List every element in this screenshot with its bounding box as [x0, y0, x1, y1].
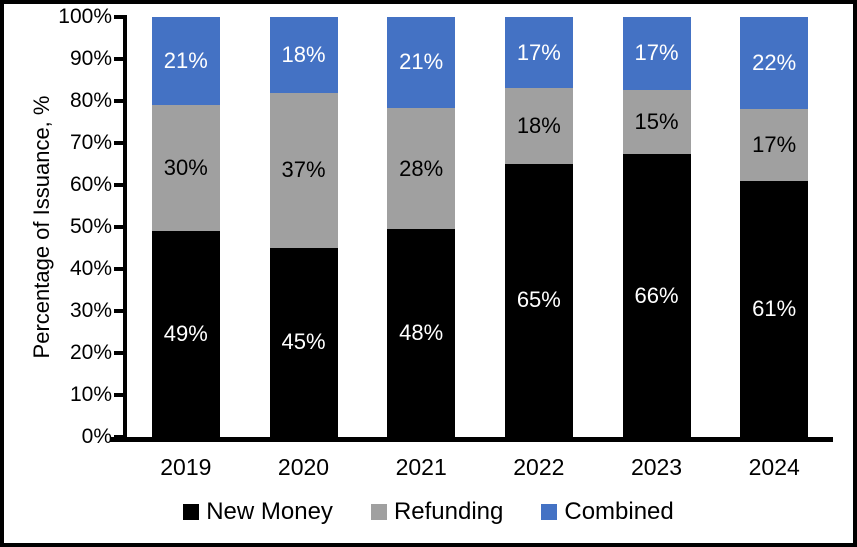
segment-combined: 18%: [269, 17, 338, 93]
y-tick-label: 50%: [69, 215, 112, 238]
segment-new-money: 66%: [622, 154, 691, 437]
segment-combined: 22%: [740, 17, 809, 110]
bar-slot: 21% 30% 49%: [127, 17, 245, 437]
legend-item-new-money: New Money: [183, 498, 333, 526]
bar-2021: 21% 28% 48%: [387, 17, 456, 437]
legend-swatch-new-money: [183, 504, 200, 520]
legend-label: New Money: [206, 498, 333, 525]
x-axis-label: 2021: [395, 454, 447, 480]
y-tick-mark: [114, 309, 127, 313]
y-tick-mark: [114, 183, 127, 187]
bar-slot: 21% 28% 48%: [362, 17, 480, 437]
x-axis-label: 2022: [513, 454, 565, 480]
y-tick-label: 70%: [69, 131, 112, 154]
segment-refunding: 30%: [151, 105, 220, 232]
segment-refunding: 28%: [387, 107, 456, 230]
segment-refunding: 37%: [269, 92, 338, 248]
segment-new-money: 61%: [740, 180, 809, 437]
bar-2022: 17% 18% 65%: [504, 17, 573, 437]
legend-swatch-combined: [541, 504, 558, 520]
bar-slot: 22% 17% 61%: [715, 17, 833, 437]
legend-label: Combined: [564, 498, 674, 525]
bar-2019: 21% 30% 49%: [151, 17, 220, 437]
segment-new-money: 48%: [387, 229, 456, 437]
legend-swatch-refunding: [370, 504, 387, 520]
y-axis-line: [123, 17, 127, 441]
segment-refunding: 17%: [740, 109, 809, 181]
segment-new-money: 49%: [151, 231, 220, 437]
y-axis-labels: 0% 10% 20% 30% 40% 50% 60% 70% 80% 90% 100%: [4, 6, 112, 448]
legend-label: Refunding: [393, 498, 504, 525]
bar-2023: 17% 15% 66%: [622, 17, 691, 437]
y-tick-label: 60%: [69, 173, 112, 196]
y-tick-label: 0%: [81, 425, 112, 448]
plot-area: 21% 30% 49% 18% 37% 45% 21% 28% 48% 17% 18% 65% 17% 1…: [110, 15, 833, 442]
segment-refunding: 18%: [504, 88, 573, 164]
y-tick-mark: [114, 267, 127, 271]
y-tick-mark: [114, 99, 127, 103]
y-tick-mark: [114, 141, 127, 145]
x-axis-label: 2019: [160, 454, 212, 480]
y-tick-label: 80%: [69, 89, 112, 112]
y-tick-mark: [114, 15, 127, 19]
x-axis-line: [110, 437, 833, 442]
legend-item-refunding: Refunding: [370, 498, 504, 526]
y-tick-label: 100%: [58, 5, 112, 28]
y-tick-label: 90%: [69, 47, 112, 70]
legend: New Money Refunding Combined: [4, 496, 853, 528]
y-tick-label: 30%: [69, 299, 112, 322]
y-tick-mark: [114, 351, 127, 355]
y-tick-label: 20%: [69, 341, 112, 364]
bar-slot: 17% 15% 66%: [598, 17, 716, 437]
legend-item-combined: Combined: [541, 498, 674, 526]
segment-refunding: 15%: [622, 89, 691, 155]
segment-combined: 21%: [151, 17, 220, 106]
segment-new-money: 45%: [269, 247, 338, 437]
x-axis-labels: 2019 2020 2021 2022 2023 2024: [127, 452, 833, 482]
segment-combined: 17%: [504, 17, 573, 89]
segment-combined: 17%: [622, 17, 691, 90]
y-tick-mark: [114, 393, 127, 397]
x-axis-label: 2024: [748, 454, 800, 480]
bars: 21% 30% 49% 18% 37% 45% 21% 28% 48% 17% 18% 65% 17% 1…: [127, 17, 833, 437]
y-tick-label: 10%: [69, 383, 112, 406]
segment-combined: 21%: [387, 17, 456, 108]
bar-slot: 17% 18% 65%: [480, 17, 598, 437]
bar-2024: 22% 17% 61%: [740, 17, 809, 437]
x-axis-label: 2023: [630, 454, 683, 480]
y-tick-label: 40%: [69, 257, 112, 280]
y-tick-mark: [114, 225, 127, 229]
bar-2020: 18% 37% 45%: [269, 17, 338, 437]
bar-slot: 18% 37% 45%: [245, 17, 363, 437]
segment-new-money: 65%: [504, 163, 573, 437]
y-tick-mark: [114, 57, 127, 61]
x-axis-label: 2020: [277, 454, 330, 480]
y-tick-mark: [114, 435, 127, 439]
